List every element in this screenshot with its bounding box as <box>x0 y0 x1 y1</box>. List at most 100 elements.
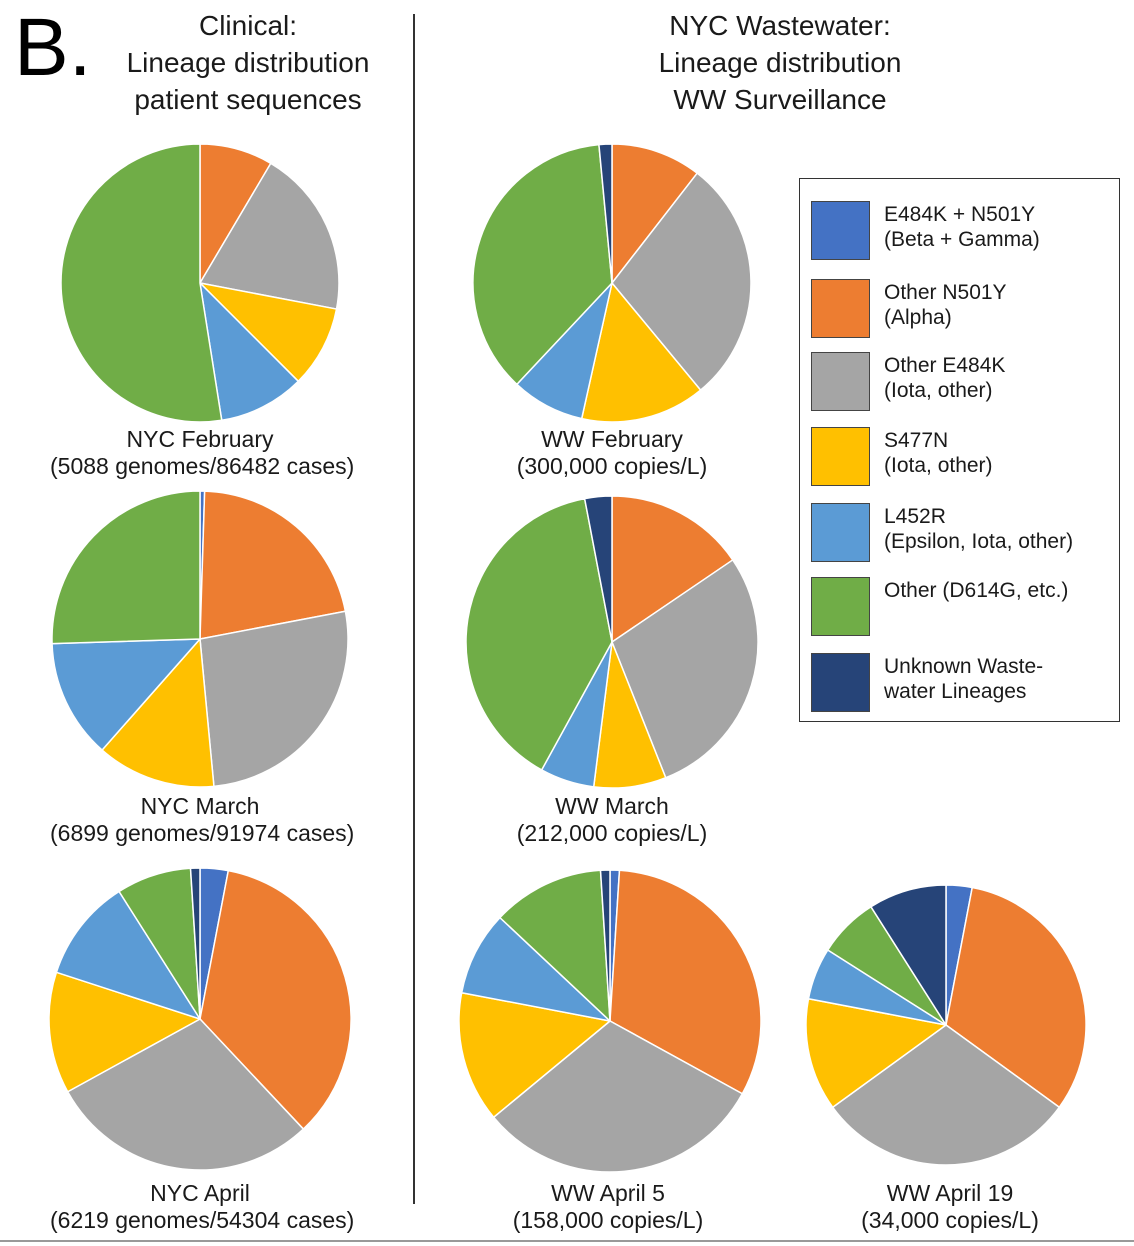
pie-slice-s477n <box>458 991 611 1118</box>
pie-slice-l452r <box>51 638 201 751</box>
pie-caption-subtitle: (34,000 copies/L) <box>861 1207 1039 1233</box>
pie-slice-s477n <box>580 282 702 423</box>
legend-swatch <box>811 577 870 636</box>
pie-slice-l452r <box>199 282 300 422</box>
wastewater-title-line: NYC Wastewater: <box>669 10 891 41</box>
panel-letter: B. <box>14 2 92 93</box>
pie-caption-ww-april-5: WW April 5 (158,000 copies/L) <box>458 1180 758 1234</box>
pie-chart-nyc-march <box>51 490 349 788</box>
legend-swatch <box>811 653 870 712</box>
clinical-title-line: Lineage distribution <box>126 47 370 78</box>
pie-caption-subtitle: (5088 genomes/86482 cases) <box>50 453 355 479</box>
pie-caption-title: NYC February <box>126 426 274 452</box>
pie-chart-ww-february <box>472 143 752 423</box>
clinical-title-line: patient sequences <box>134 84 362 115</box>
legend-label: Other N501Y (Alpha) <box>884 280 1007 330</box>
legend-swatch <box>811 503 870 562</box>
legend-label-line: Other (D614G, etc.) <box>884 579 1069 602</box>
legend-label-line: (Iota, other) <box>884 454 993 477</box>
pie-caption-ww-march: WW March (212,000 copies/L) <box>462 793 762 847</box>
pie-caption-title: WW April 19 <box>886 1180 1014 1206</box>
legend-label-line: Other N501Y <box>884 281 1007 304</box>
legend: E484K + N501Y (Beta + Gamma) Other N501Y… <box>799 178 1120 722</box>
legend-label: L452R (Epsilon, Iota, other) <box>884 504 1073 554</box>
pie-slice-s477n <box>805 998 947 1109</box>
pie-slice-alpha <box>199 869 352 1130</box>
legend-label-line: S477N <box>884 429 949 452</box>
pie-slice-other <box>51 490 201 645</box>
legend-label-line: (Beta + Gamma) <box>884 228 1040 251</box>
bottom-rule <box>0 1240 1134 1242</box>
pie-slice-alpha <box>611 495 734 643</box>
legend-swatch <box>811 352 870 411</box>
pie-caption-title: WW April 5 <box>551 1180 665 1206</box>
pie-caption-title: WW February <box>541 426 683 452</box>
legend-label-line: (Iota, other) <box>884 379 993 402</box>
wastewater-title-line: WW Surveillance <box>673 84 887 115</box>
pie-caption-title: WW March <box>555 793 669 819</box>
legend-label: E484K + N501Y (Beta + Gamma) <box>884 202 1040 252</box>
legend-label-line: E484K + N501Y <box>884 203 1036 226</box>
pie-slice-alpha <box>611 143 698 284</box>
pie-caption-subtitle: (300,000 copies/L) <box>516 453 708 479</box>
legend-label-line: water Lineages <box>884 680 1027 703</box>
pie-caption-title: NYC April <box>150 1180 250 1206</box>
pie-caption-nyc-april: NYC April (6219 genomes/54304 cases) <box>50 1180 355 1234</box>
pie-slice-e484k <box>831 1024 1061 1166</box>
pie-slice-other <box>472 143 613 386</box>
pie-slice-other <box>499 869 611 1022</box>
legend-label: Unknown Waste- water Lineages <box>884 654 1043 704</box>
pie-slice-e484k <box>611 559 759 779</box>
wastewater-title-line: Lineage distribution <box>658 47 902 78</box>
pie-slice-e484k <box>492 1020 744 1173</box>
column-divider <box>413 14 415 1204</box>
pie-slice-other <box>60 143 223 423</box>
pie-caption-subtitle: (6899 genomes/91974 cases) <box>50 820 355 846</box>
pie-slice-e484k <box>66 1018 305 1171</box>
pie-slice-unknown <box>870 884 947 1026</box>
pie-chart-ww-march <box>465 495 759 789</box>
wastewater-column-title: NYC Wastewater: Lineage distribution WW … <box>600 7 960 118</box>
clinical-title-line: Clinical: <box>198 10 298 41</box>
pie-caption-nyc-march: NYC March (6899 genomes/91974 cases) <box>50 793 355 847</box>
pie-caption-ww-april-19: WW April 19 (34,000 copies/L) <box>800 1180 1100 1234</box>
pie-slice-unknown <box>189 867 201 1020</box>
pie-chart-nyc-february <box>60 143 340 423</box>
pie-slice-unknown <box>583 495 613 643</box>
pie-chart-ww-april-5 <box>458 869 762 1173</box>
pie-caption-subtitle: (212,000 copies/L) <box>516 820 708 846</box>
pie-slice-e484k <box>199 610 349 788</box>
legend-label-line: Unknown Waste- <box>884 655 1044 678</box>
pie-slice-other <box>465 497 613 771</box>
legend-label: Other (D614G, etc.) <box>884 578 1068 603</box>
pie-slice-alpha <box>945 886 1087 1109</box>
pie-slice-alpha <box>199 490 347 640</box>
pie-slice-s477n <box>199 282 338 383</box>
pie-caption-subtitle: (6219 genomes/54304 cases) <box>50 1207 355 1233</box>
pie-slice-l452r <box>55 890 201 1020</box>
legend-swatch <box>811 427 870 486</box>
legend-label-line: Other E484K <box>884 354 1006 377</box>
pie-slice-unknown <box>599 869 611 1022</box>
legend-swatch <box>811 279 870 338</box>
pie-slice-e484k <box>199 162 340 310</box>
pie-slice-l452r <box>460 916 611 1022</box>
legend-label-line: (Epsilon, Iota, other) <box>884 530 1074 553</box>
pie-slice-s477n <box>101 638 215 788</box>
pie-slice-e484k <box>611 172 752 391</box>
clinical-column-title: Clinical: Lineage distribution patient s… <box>88 7 408 118</box>
pie-slice-unknown <box>598 143 613 284</box>
legend-label: Other E484K (Iota, other) <box>884 353 1005 403</box>
pie-slice-s477n <box>48 971 201 1093</box>
pie-caption-title: NYC March <box>140 793 260 819</box>
pie-chart-nyc-april <box>48 867 352 1171</box>
legend-label: S477N (Iota, other) <box>884 428 993 478</box>
pie-caption-ww-february: WW February (300,000 copies/L) <box>462 426 762 480</box>
legend-label-line: L452R <box>884 505 946 528</box>
pie-slice-alpha <box>609 869 762 1095</box>
pie-caption-subtitle: (158,000 copies/L) <box>512 1207 704 1233</box>
pie-chart-ww-april-19 <box>805 884 1087 1166</box>
legend-swatch <box>811 201 870 260</box>
pie-caption-nyc-february: NYC February (5088 genomes/86482 cases) <box>50 426 355 480</box>
